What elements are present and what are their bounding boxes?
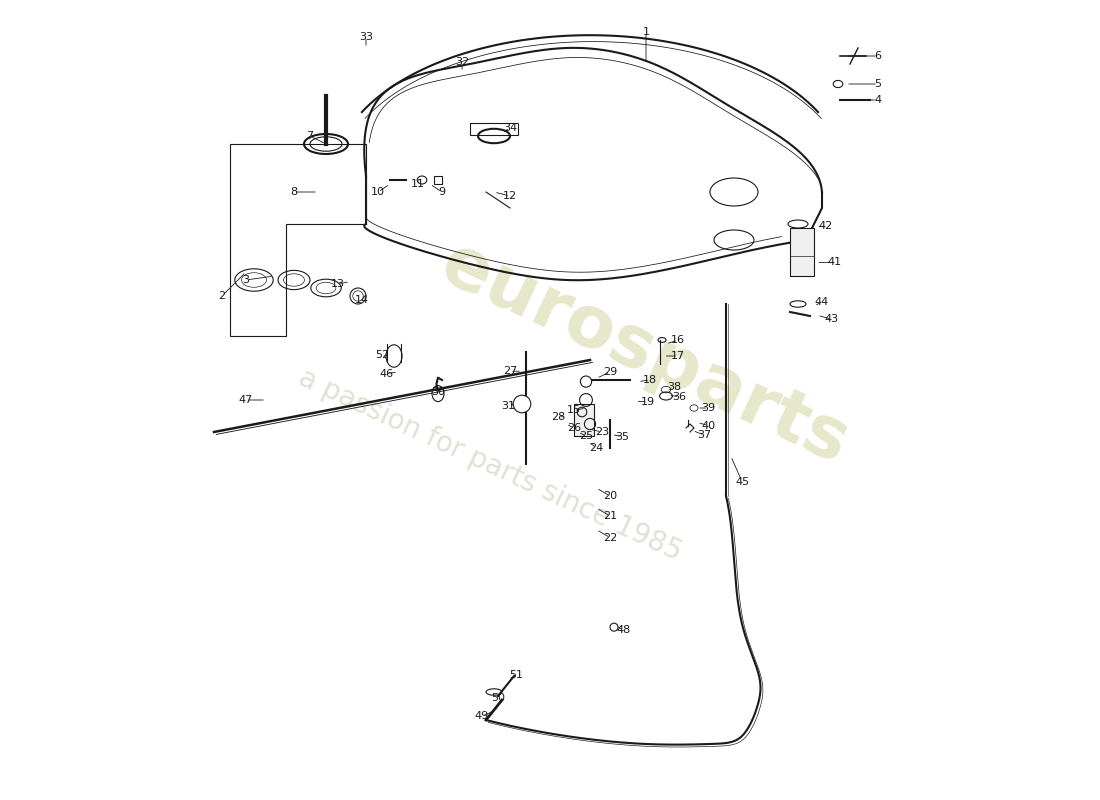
Text: 3: 3 <box>242 275 250 285</box>
Text: 36: 36 <box>672 392 686 402</box>
Text: 13: 13 <box>331 279 345 289</box>
Ellipse shape <box>788 220 808 228</box>
Text: 35: 35 <box>615 432 629 442</box>
Text: 29: 29 <box>603 367 617 377</box>
Text: 15: 15 <box>566 406 581 415</box>
Text: 37: 37 <box>697 430 712 440</box>
Text: 26: 26 <box>566 423 581 433</box>
Text: 8: 8 <box>290 187 298 197</box>
Text: 42: 42 <box>818 221 833 230</box>
Text: eurosparts: eurosparts <box>430 230 860 479</box>
Text: 18: 18 <box>642 375 657 385</box>
Text: 52: 52 <box>375 350 389 360</box>
Text: 31: 31 <box>502 401 516 410</box>
Bar <box>470 123 518 135</box>
Text: 17: 17 <box>671 351 685 361</box>
Text: 47: 47 <box>239 395 253 405</box>
Text: 14: 14 <box>355 295 370 305</box>
Text: 20: 20 <box>603 491 617 501</box>
Text: 16: 16 <box>671 335 685 345</box>
Text: 10: 10 <box>371 187 385 197</box>
Bar <box>790 228 814 276</box>
Text: 23: 23 <box>595 427 609 437</box>
Text: 30: 30 <box>431 387 446 397</box>
Text: 50: 50 <box>491 693 505 702</box>
Text: 7: 7 <box>307 131 314 141</box>
Text: 39: 39 <box>702 403 715 413</box>
Text: 9: 9 <box>439 187 446 197</box>
Text: 4: 4 <box>874 95 881 105</box>
Text: 21: 21 <box>603 511 617 521</box>
Text: 27: 27 <box>503 366 517 376</box>
Text: 34: 34 <box>503 123 517 133</box>
Text: 2: 2 <box>219 291 225 301</box>
Text: 28: 28 <box>551 412 565 422</box>
Text: 48: 48 <box>616 626 630 635</box>
Text: 49: 49 <box>475 711 490 721</box>
Text: 22: 22 <box>603 533 617 542</box>
Bar <box>434 176 442 184</box>
Text: 43: 43 <box>825 314 838 324</box>
Ellipse shape <box>514 395 531 413</box>
Text: 25: 25 <box>579 431 593 441</box>
Text: 32: 32 <box>455 58 469 67</box>
Text: 24: 24 <box>590 443 604 453</box>
Text: 44: 44 <box>815 298 829 307</box>
Text: 1: 1 <box>642 27 649 37</box>
Text: 6: 6 <box>874 51 881 61</box>
Ellipse shape <box>581 376 592 387</box>
Text: 5: 5 <box>874 79 881 89</box>
Text: 40: 40 <box>702 421 715 430</box>
Text: 41: 41 <box>827 258 842 267</box>
Text: 12: 12 <box>503 191 517 201</box>
Text: 38: 38 <box>667 382 681 392</box>
Text: a passion for parts since 1985: a passion for parts since 1985 <box>294 363 686 566</box>
Text: 11: 11 <box>411 179 425 189</box>
Text: 19: 19 <box>640 397 654 406</box>
Text: 46: 46 <box>378 369 393 378</box>
Text: 45: 45 <box>735 477 749 486</box>
Bar <box>574 404 594 436</box>
Text: 33: 33 <box>359 32 373 42</box>
Text: 51: 51 <box>509 670 524 680</box>
